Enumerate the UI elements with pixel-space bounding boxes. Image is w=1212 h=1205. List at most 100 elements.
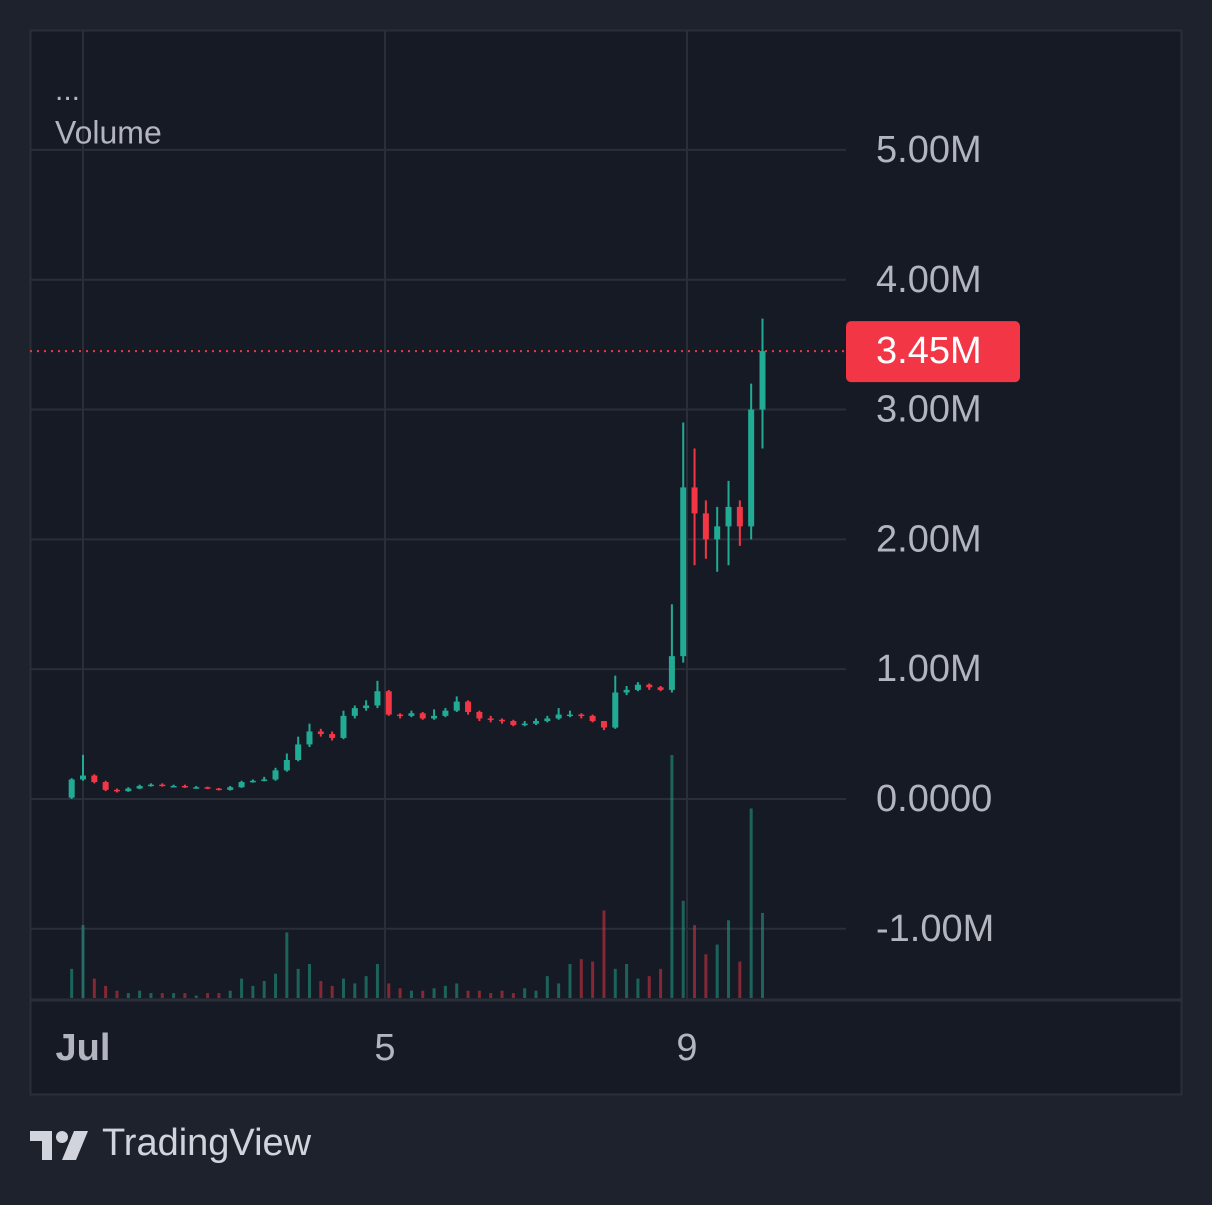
candle-body xyxy=(363,705,370,709)
candle-body xyxy=(657,687,664,690)
volume-bar xyxy=(251,985,255,998)
y-tick-label: 5.00M xyxy=(876,129,982,171)
volume-bar xyxy=(738,961,742,998)
candle-body xyxy=(125,788,132,792)
candle-body xyxy=(499,719,506,722)
candle-body xyxy=(238,782,245,788)
volume-bar xyxy=(274,973,278,998)
candle-body xyxy=(487,718,494,720)
candle-body xyxy=(476,711,483,719)
x-tick-label: 9 xyxy=(676,1027,697,1069)
logo-part xyxy=(62,1131,88,1160)
y-tick-label: 1.00M xyxy=(876,648,982,690)
logo-part xyxy=(42,1131,52,1160)
y-tick-label: 2.00M xyxy=(876,518,982,560)
candle-body xyxy=(736,506,743,527)
candle-body xyxy=(532,721,539,724)
volume-bar xyxy=(511,993,515,998)
volume-bar xyxy=(477,990,481,998)
candle-body xyxy=(136,785,143,789)
candle-body xyxy=(612,692,619,728)
candle-body xyxy=(544,718,551,722)
volume-bar xyxy=(206,993,210,998)
volume-bar xyxy=(240,978,244,998)
candle-body xyxy=(317,731,324,735)
brand-logo[interactable] xyxy=(30,1131,88,1160)
volume-bar xyxy=(727,920,731,998)
volume-bar xyxy=(647,976,651,998)
volume-bar xyxy=(760,912,764,998)
volume-bar xyxy=(409,990,413,998)
volume-bar xyxy=(194,995,198,998)
volume-bar xyxy=(670,755,674,998)
legend-menu[interactable]: ... xyxy=(55,74,80,107)
candle-body xyxy=(351,708,358,716)
volume-bar xyxy=(489,993,493,998)
volume-bar xyxy=(704,954,708,998)
candle-body xyxy=(680,487,687,657)
candle-body xyxy=(623,689,630,693)
volume-bar xyxy=(466,990,470,998)
grid xyxy=(30,30,846,1000)
candle-body xyxy=(600,721,607,728)
volume-bar xyxy=(217,993,221,998)
volume-bar xyxy=(330,985,334,998)
volume-pane xyxy=(70,755,764,998)
volume-bar xyxy=(568,963,572,998)
candle-body xyxy=(249,780,256,783)
legend-volume: Volume xyxy=(55,114,162,150)
volume-bar xyxy=(715,944,719,998)
volume-bar xyxy=(455,983,459,998)
volume-bar xyxy=(636,978,640,998)
volume-bar xyxy=(534,990,538,998)
candle-body xyxy=(725,506,732,527)
brand-name[interactable]: TradingView xyxy=(102,1122,312,1164)
logo-part xyxy=(30,1131,52,1141)
candle-body xyxy=(193,787,200,789)
candle-body xyxy=(295,744,302,760)
candle-body xyxy=(102,782,109,790)
candle-body xyxy=(261,779,268,781)
volume-bar xyxy=(228,990,232,998)
volume-bar xyxy=(364,976,368,998)
candle-body xyxy=(91,775,98,783)
volume-bar xyxy=(183,993,187,998)
x-tick-label: Jul xyxy=(56,1027,111,1069)
volume-bar xyxy=(353,983,357,998)
candle-body xyxy=(589,715,596,722)
candle-body xyxy=(306,731,313,745)
candle-body xyxy=(170,785,177,788)
volume-bar xyxy=(138,990,142,998)
y-tick-label: 4.00M xyxy=(876,259,982,301)
candle-body xyxy=(566,714,573,717)
volume-bar xyxy=(523,988,527,998)
candle-body xyxy=(714,526,721,540)
y-tick-label: 0.0000 xyxy=(876,778,992,820)
candle-body xyxy=(204,787,211,789)
volume-bar xyxy=(296,968,300,998)
candle-body xyxy=(668,656,675,690)
y-tick-label: 3.00M xyxy=(876,389,982,431)
candle-body xyxy=(329,734,336,738)
candle-body xyxy=(159,784,166,787)
last-price-label: 3.45M xyxy=(876,330,982,372)
candle-body xyxy=(419,713,426,719)
candle-body xyxy=(283,759,290,771)
candle-body xyxy=(215,788,222,791)
candle-body xyxy=(227,787,234,790)
volume-bar xyxy=(659,968,663,998)
candle-body xyxy=(113,789,120,792)
candle-body xyxy=(147,784,154,787)
candle-body xyxy=(442,710,449,716)
volume-bar xyxy=(262,980,266,998)
candles xyxy=(30,318,846,799)
candle-body xyxy=(272,770,279,780)
candle-body xyxy=(634,684,641,690)
volume-bar xyxy=(319,980,323,998)
volume-bar xyxy=(104,985,108,998)
volume-bar xyxy=(70,968,74,998)
volume-bar xyxy=(172,993,176,998)
volume-bar xyxy=(625,963,629,998)
volume-bar xyxy=(545,976,549,998)
